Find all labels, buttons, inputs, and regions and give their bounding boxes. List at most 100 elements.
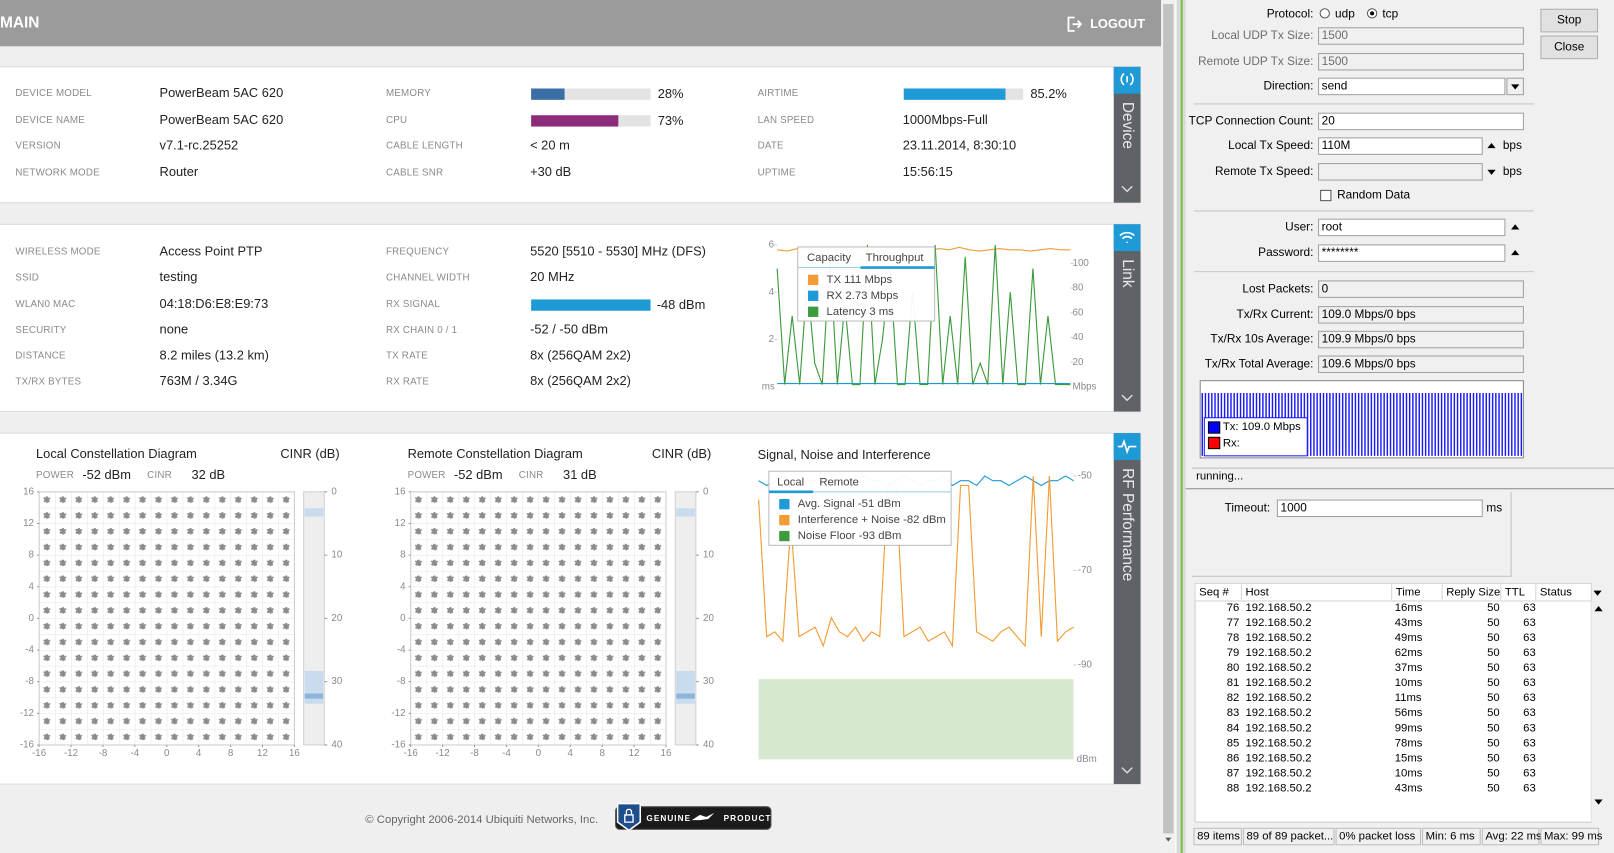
y-tick-label: -4 [25, 645, 34, 656]
y-tick-label: 0 [400, 613, 406, 624]
table-cell: 192.168.50.2 [1245, 782, 1311, 794]
y-tick-label: -8 [25, 676, 34, 687]
spin-arrow[interactable] [1487, 169, 1496, 175]
field-value: none [160, 322, 189, 337]
input-box[interactable] [1318, 77, 1506, 96]
input-box[interactable] [1318, 112, 1524, 131]
table-cell: 192.168.50.2 [1245, 722, 1311, 734]
field-label: RX SIGNAL [386, 299, 440, 310]
field-value: 1000Mbps-Full [903, 112, 988, 127]
legend-swatch [779, 530, 790, 542]
cinr-bar [303, 491, 325, 746]
cinr-tick-label: 20 [331, 613, 342, 624]
field-value: Access Point PTP [160, 243, 263, 258]
field-label: Remote UDP Tx Size: [1198, 54, 1313, 68]
column-header: Reply Size [1446, 587, 1500, 599]
graph-legend [1203, 417, 1308, 457]
table-scrollbar[interactable] [1591, 600, 1606, 823]
logout-button[interactable]: LOGOUT [1067, 16, 1145, 32]
radio[interactable] [1319, 8, 1330, 19]
cinr-value: 31 dB [563, 467, 597, 482]
checkbox[interactable] [1320, 189, 1332, 202]
input-box[interactable] [1318, 218, 1506, 237]
x-tick-label: -12 [64, 748, 78, 759]
x-tick-label: 0 [164, 748, 170, 759]
field-value: testing [160, 269, 198, 284]
input-value: 20 [1322, 114, 1336, 128]
scrollbar-thumb[interactable] [1163, 4, 1174, 834]
field-label: MEMORY [386, 88, 431, 99]
logout-label[interactable]: LOGOUT [1090, 16, 1145, 31]
axis-unit: Mbps [1073, 381, 1097, 392]
field-value: +30 dB [530, 164, 571, 179]
status-cell [1481, 827, 1540, 846]
cinr-tick-label: 0 [331, 486, 337, 497]
input-box[interactable] [1318, 280, 1524, 298]
input-box[interactable] [1318, 330, 1524, 349]
field-label: AIRTIME [758, 88, 799, 99]
field-label: UPTIME [758, 167, 796, 178]
x-tick-label: 4 [196, 748, 202, 759]
button[interactable] [1540, 8, 1599, 33]
axis-unit: ms [762, 381, 775, 392]
legend-label: Noise Floor -93 dBm [798, 530, 902, 542]
button[interactable] [1540, 35, 1599, 60]
button-label: Stop [1557, 13, 1582, 27]
radio-label: tcp [1382, 7, 1398, 21]
radio-dot [1370, 11, 1375, 16]
spin-arrow[interactable] [1511, 250, 1520, 256]
spin-arrow[interactable] [1487, 143, 1496, 149]
meter-fill [531, 88, 565, 100]
table-cell: 192.168.50.2 [1245, 677, 1311, 689]
table-body [1194, 600, 1592, 823]
cinr-tick-label: 40 [331, 740, 342, 751]
y-tick-label: 12 [395, 518, 406, 529]
field-label: FREQUENCY [386, 247, 449, 258]
field-label: Tx/Rx Total Average: [1205, 356, 1314, 370]
field-label: WIRELESS MODE [15, 247, 100, 258]
input-box[interactable] [1318, 306, 1524, 324]
y-tick-label: -50 [1078, 471, 1093, 482]
input-box[interactable] [1318, 52, 1524, 71]
status-text: 89 of 89 packet... [1247, 831, 1334, 843]
x-tick-label: 8 [228, 748, 233, 759]
x-tick-label: -8 [99, 748, 108, 759]
status-text: Avg: 22 ms [1485, 831, 1542, 843]
cinr-band [304, 508, 324, 517]
input-value: 109.9 Mbps/0 bps [1322, 332, 1416, 346]
table-cell: 99ms [1395, 722, 1423, 734]
legend-swatch [808, 306, 819, 317]
side-tab[interactable] [1113, 224, 1141, 412]
side-tab-label: Link [1119, 259, 1136, 288]
y-tick-label: 0 [29, 613, 35, 624]
input-box[interactable] [1318, 137, 1483, 155]
column-header: Status [1540, 587, 1572, 599]
input-value: 1000 [1280, 500, 1307, 514]
field-value: 8x (256QAM 2x2) [530, 373, 631, 388]
spin-arrow[interactable] [1511, 224, 1520, 230]
unit-label: bps [1503, 138, 1522, 152]
x-tick-label: -4 [130, 748, 139, 759]
table-cell: 192.168.50.2 [1245, 602, 1311, 614]
cinr-value: 32 dB [191, 467, 225, 482]
field-label: CABLE LENGTH [386, 141, 463, 152]
side-tab[interactable] [1113, 433, 1141, 785]
table-cell: 10ms [1395, 767, 1423, 779]
side-tab-icon [1120, 72, 1134, 86]
radio-label: udp [1335, 7, 1355, 21]
input-box[interactable] [1318, 355, 1524, 373]
table-cell: 63 [1523, 602, 1536, 614]
table-cell: 50 [1487, 767, 1500, 779]
table-cell: 10ms [1395, 677, 1423, 689]
field-label: TX/RX BYTES [15, 376, 81, 387]
input-box[interactable] [1318, 163, 1483, 181]
y-tick-label: 4 [29, 581, 35, 592]
page-title: MAIN [0, 15, 39, 32]
x-tick-label: -16 [404, 748, 418, 759]
input-box[interactable] [1276, 499, 1483, 518]
input-box[interactable] [1318, 244, 1506, 262]
input-box[interactable] [1318, 27, 1524, 45]
badge-text: PRODUCT [724, 814, 772, 823]
table-cell: 50 [1487, 737, 1500, 749]
input-value: 1500 [1322, 28, 1349, 42]
